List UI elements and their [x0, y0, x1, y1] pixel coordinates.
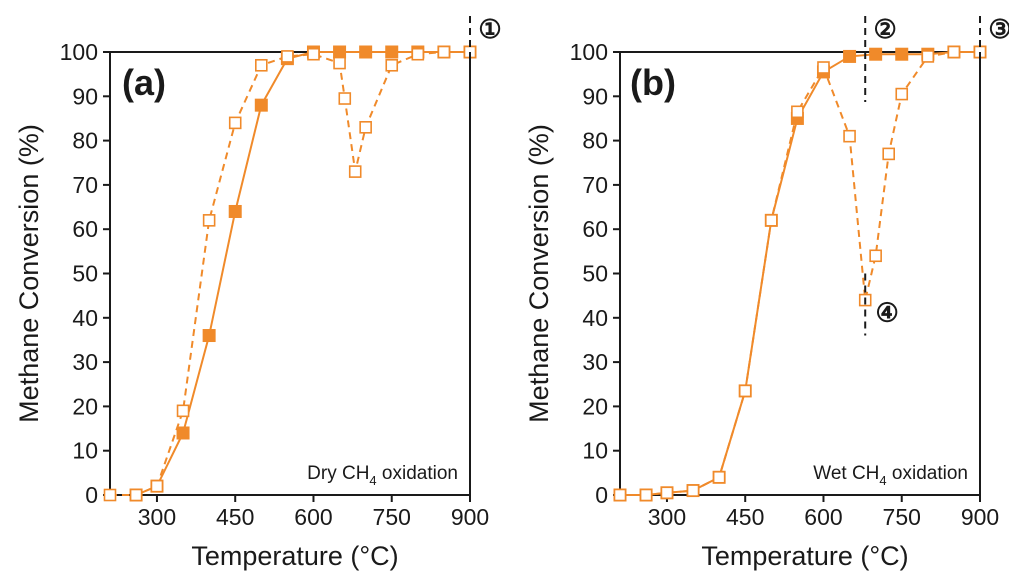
panel-b-y-axis-title: Methane Conversion (%)	[524, 124, 554, 423]
panel-b-series-2-point	[843, 129, 856, 143]
panel-b-series-2-point	[921, 50, 935, 63]
panel-a-xtick-label: 750	[373, 504, 411, 530]
annotation-suffix: oxidation	[887, 463, 968, 484]
panel-b-xtick-label: 600	[804, 504, 842, 530]
annotation-subscript: 4	[369, 473, 376, 488]
panel-b-ytick-label: 80	[582, 128, 608, 154]
panel-a-series-1-point	[254, 98, 268, 112]
panel-a-series-2-point	[281, 50, 294, 63]
panel-a-series-2-point	[307, 47, 320, 61]
panel-b-series-2-point	[882, 147, 895, 161]
panel-a-series-2-point	[411, 47, 425, 61]
panel-b-marker-label: ④	[876, 297, 899, 327]
panel-a-ytick-label: 20	[72, 393, 98, 419]
panel-a-series-2-point	[150, 479, 164, 493]
panel-a-series-2-point	[385, 58, 399, 72]
panel-a-series-1-point	[385, 45, 399, 59]
panel-b-ytick-label: 10	[582, 438, 608, 464]
panel-a-xtick-label: 600	[294, 504, 332, 530]
panel-b-series-2-point	[947, 45, 961, 59]
panel-a-ytick-label: 60	[72, 216, 98, 242]
panel-b-series-2-point	[817, 61, 830, 74]
panel-b-ytick-label: 40	[582, 305, 608, 331]
panel-b-series-2-point	[738, 384, 752, 398]
panel-a-chart: 0 10 20 30 40 50 60 70 80 90 100 300 450 600 750 900 Tem…	[14, 14, 502, 571]
panel-b-series-2-point	[765, 214, 778, 227]
panel-b-series-2-point	[869, 249, 882, 263]
panel-a-label: (a)	[122, 62, 166, 103]
panel-b-series-2-point	[639, 488, 653, 502]
panel-a-series-1-point	[359, 45, 373, 59]
panel-a-xtick-label: 300	[138, 504, 176, 530]
panel-b-ytick-label: 100	[570, 39, 608, 65]
panel-a-series-1-point	[333, 45, 347, 59]
panel-a-ytick-label: 80	[72, 128, 98, 154]
panel-b-xtick-label: 750	[883, 504, 921, 530]
panel-b-xtick-label: 450	[726, 504, 764, 530]
panel-a-series-2-point	[202, 214, 216, 227]
panel-a-y-axis-title: Methane Conversion (%)	[14, 124, 44, 423]
panel-b-series-1-point	[843, 49, 857, 63]
annotation-prefix: Wet CH	[813, 463, 879, 484]
panel-b-xtick-label: 300	[648, 504, 686, 530]
panel-b-label: (b)	[630, 62, 676, 103]
panel-a-ytick-label: 40	[72, 305, 98, 331]
panel-a-ytick-label: 50	[72, 261, 98, 287]
panel-b-series-1-point	[895, 47, 909, 61]
panel-b-marker-label: ③	[988, 14, 1009, 44]
panel-a-series-2-point	[176, 404, 190, 418]
panel-b-marker-label: ②	[874, 14, 897, 44]
panel-a-series-2-point	[333, 56, 346, 70]
panel-b-ytick-label: 20	[582, 393, 608, 419]
panel-a-ytick-label: 90	[72, 83, 98, 109]
panel-b-ytick-label: 50	[582, 261, 608, 287]
panel-b-series-2-point	[613, 488, 627, 502]
panel-a-series-2-point	[348, 165, 362, 178]
panel-b-x-axis-title: Temperature (°C)	[701, 541, 908, 571]
panel-b-ytick-label: 70	[582, 172, 608, 198]
panel-a-ytick-label: 70	[72, 172, 98, 198]
panel-a-ytick-label: 30	[72, 349, 98, 375]
annotation-suffix: oxidation	[377, 463, 458, 484]
panel-a-annotation: Dry CH4 oxidation	[307, 463, 458, 488]
panel-a-series-1-point	[176, 426, 190, 440]
panel-b-xtick-label: 900	[961, 504, 999, 530]
panel-a-series-1-point	[202, 329, 216, 343]
panel-b-series-2-point	[895, 87, 909, 101]
panel-a-series-2-point	[228, 116, 242, 130]
panel-a-series-2-point	[129, 488, 143, 502]
panel-a-series-2-line	[110, 51, 470, 496]
panel-a-series-2-point	[359, 121, 372, 134]
annotation-subscript: 4	[879, 473, 886, 488]
panel-a-x-axis-title: Temperature (°C)	[191, 541, 398, 571]
panel-a-ytick-label: 100	[60, 39, 98, 65]
panel-a-series-2-point	[338, 92, 352, 105]
panel-a-series-2-point	[437, 45, 451, 59]
panel-b-ytick-label: 60	[582, 216, 608, 242]
panel-b-ytick-label: 30	[582, 349, 608, 375]
panel-b-series-2-point	[712, 470, 726, 484]
panel-a-ytick-label: 10	[72, 438, 98, 464]
panel-b-ytick-label: 90	[582, 83, 608, 109]
panel-a-series-2-point	[255, 58, 268, 72]
panel-b-series-1-point	[869, 47, 883, 61]
panel-a-ytick-label: 0	[85, 482, 98, 508]
panel-a-plot-frame	[109, 51, 471, 496]
panel-b-ytick-label: 0	[595, 482, 608, 508]
panel-a-series-1-point	[228, 204, 242, 218]
panel-a-xtick-label: 450	[216, 504, 254, 530]
annotation-prefix: Dry CH	[307, 463, 369, 484]
panel-a-xtick-label: 900	[451, 504, 489, 530]
panel-a-series-2-point	[103, 488, 117, 502]
panel-b-series-2-point	[791, 105, 804, 119]
panel-a-marker-label: ①	[478, 14, 501, 44]
panel-b-annotation: Wet CH4 oxidation	[813, 463, 968, 488]
panel-b-series-2-point	[686, 484, 700, 497]
panel-b-chart: 0 10 20 30 40 50 60 70 80 90 100 300 450 600 750 900 Tem…	[524, 14, 1009, 571]
panel-b-series-2-point	[660, 486, 674, 500]
